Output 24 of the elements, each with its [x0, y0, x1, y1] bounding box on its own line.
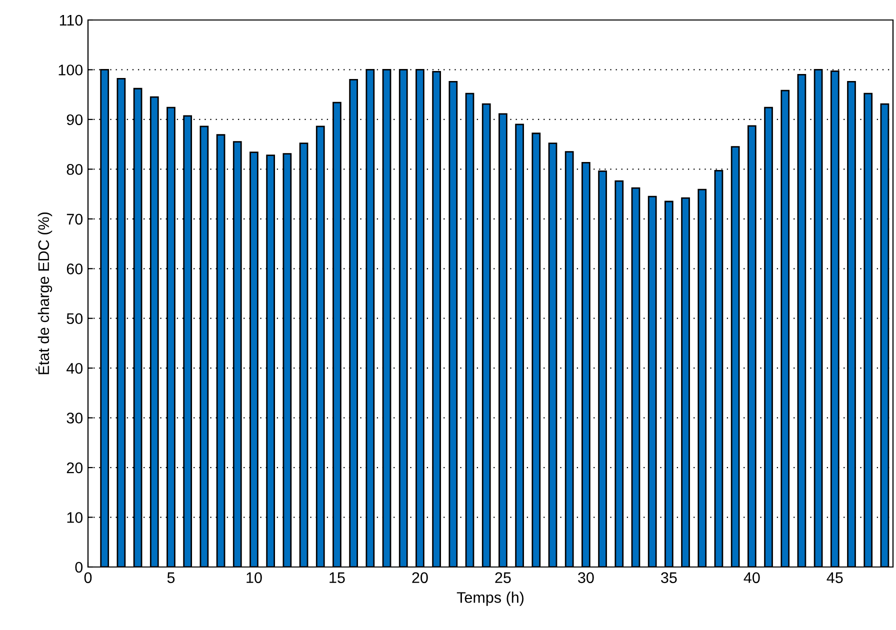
- x-tick-label: 10: [246, 572, 262, 584]
- y-tick-label: 80: [66, 164, 83, 175]
- y-tick-label: 70: [66, 214, 83, 225]
- x-axis-title: Temps (h): [456, 592, 524, 606]
- y-tick-label: 50: [66, 313, 83, 324]
- x-tick-label: 25: [495, 572, 511, 584]
- y-tick-label: 110: [60, 14, 83, 26]
- y-tick-label: 40: [66, 362, 83, 374]
- y-tick-label: 100: [58, 64, 83, 76]
- y-tick-label: 30: [66, 412, 83, 424]
- x-tick-label: 15: [330, 572, 345, 584]
- x-tick-label: 30: [578, 572, 594, 584]
- y-tick-label: 10: [67, 512, 83, 523]
- y-axis-title: État de charge EDC (%): [36, 212, 52, 374]
- y-tick-label: 20: [66, 462, 83, 474]
- x-tick-label: 20: [412, 572, 428, 584]
- y-tick-label: 90: [66, 114, 83, 126]
- x-tick-label: 0: [84, 572, 92, 584]
- y-tick-label: 60: [66, 264, 83, 274]
- y-tick-label: 0: [75, 562, 83, 573]
- x-tick-label: 5: [167, 572, 175, 584]
- x-tick-label: 35: [661, 572, 677, 584]
- x-tick-label: 40: [744, 572, 760, 584]
- x-tick-label: 45: [826, 572, 843, 584]
